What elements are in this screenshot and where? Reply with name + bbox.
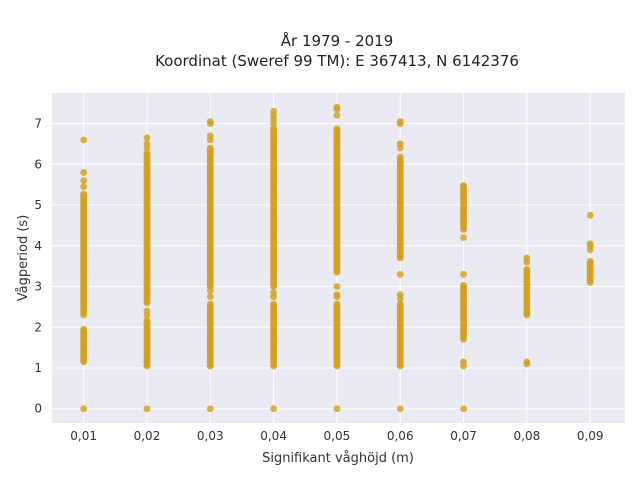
chart-title: År 1979 - 2019 bbox=[281, 31, 394, 50]
data-point bbox=[460, 182, 467, 189]
data-point bbox=[586, 211, 594, 219]
data-point bbox=[143, 405, 151, 413]
x-tick-label: 0,04 bbox=[260, 429, 287, 443]
data-point bbox=[143, 307, 151, 315]
data-point bbox=[206, 405, 214, 413]
x-tick-label: 0,09 bbox=[577, 429, 604, 443]
data-point bbox=[460, 234, 467, 242]
data-point bbox=[333, 291, 341, 299]
data-points bbox=[80, 103, 594, 413]
data-point bbox=[396, 118, 404, 125]
data-point bbox=[586, 240, 594, 248]
data-point bbox=[143, 140, 151, 148]
data-point bbox=[270, 107, 278, 115]
data-point bbox=[270, 289, 278, 297]
data-point bbox=[333, 125, 341, 133]
data-point bbox=[396, 270, 404, 278]
y-axis-label: Vågperiod (s) bbox=[16, 215, 31, 302]
y-tick-label: 6 bbox=[34, 157, 42, 171]
data-point bbox=[460, 358, 467, 366]
y-tick-label: 5 bbox=[34, 198, 42, 212]
data-point bbox=[270, 300, 278, 308]
x-tick-label: 0,06 bbox=[387, 429, 414, 443]
data-point bbox=[80, 177, 88, 184]
data-point bbox=[333, 103, 341, 111]
data-point bbox=[396, 140, 404, 148]
data-point bbox=[523, 254, 531, 262]
x-tick-label: 0,01 bbox=[70, 429, 97, 443]
y-tick-label: 7 bbox=[34, 117, 42, 131]
y-tick-label: 1 bbox=[34, 361, 42, 375]
y-tick-label: 3 bbox=[34, 280, 42, 294]
data-point bbox=[80, 190, 88, 198]
y-tick-label: 2 bbox=[34, 320, 42, 334]
data-point bbox=[333, 300, 341, 308]
data-point bbox=[80, 405, 88, 413]
data-point bbox=[143, 149, 151, 157]
y-tick-label: 0 bbox=[34, 402, 42, 416]
data-point bbox=[206, 118, 214, 125]
data-point bbox=[80, 325, 88, 333]
data-point bbox=[80, 136, 88, 144]
data-point bbox=[206, 132, 214, 140]
data-point bbox=[143, 316, 151, 324]
data-point bbox=[206, 293, 214, 301]
x-tick-label: 0,07 bbox=[450, 429, 477, 443]
x-tick-label: 0,02 bbox=[134, 429, 161, 443]
data-point bbox=[206, 300, 214, 308]
x-tick-label: 0,03 bbox=[197, 429, 224, 443]
tick-labels: 0,01 0,02 0,03 0,04 0,05 0,06 0,07 0,08 0,09 0 1 2 3… bbox=[34, 117, 603, 443]
data-point bbox=[523, 358, 531, 366]
data-point bbox=[80, 183, 88, 191]
x-axis-label: Signifikant våghöjd (m) bbox=[262, 451, 414, 466]
x-tick-label: 0,08 bbox=[514, 429, 541, 443]
data-point bbox=[143, 134, 151, 142]
data-point bbox=[396, 405, 404, 413]
chart-subtitle: Koordinat (Sweref 99 TM): E 367413, N 61… bbox=[155, 52, 519, 70]
data-point bbox=[333, 283, 341, 290]
x-tick-label: 0,05 bbox=[324, 429, 351, 443]
data-point bbox=[206, 144, 214, 152]
data-point bbox=[523, 266, 531, 273]
data-point bbox=[80, 169, 88, 176]
data-point bbox=[396, 291, 404, 299]
data-point bbox=[460, 405, 467, 413]
data-point bbox=[333, 112, 341, 119]
data-point bbox=[270, 125, 278, 132]
data-point bbox=[396, 153, 404, 161]
data-point bbox=[396, 300, 404, 308]
data-point bbox=[270, 405, 278, 413]
y-tick-label: 4 bbox=[34, 239, 42, 253]
data-point bbox=[333, 405, 341, 413]
data-point bbox=[460, 270, 467, 278]
data-point bbox=[586, 257, 594, 265]
data-point bbox=[460, 281, 467, 289]
